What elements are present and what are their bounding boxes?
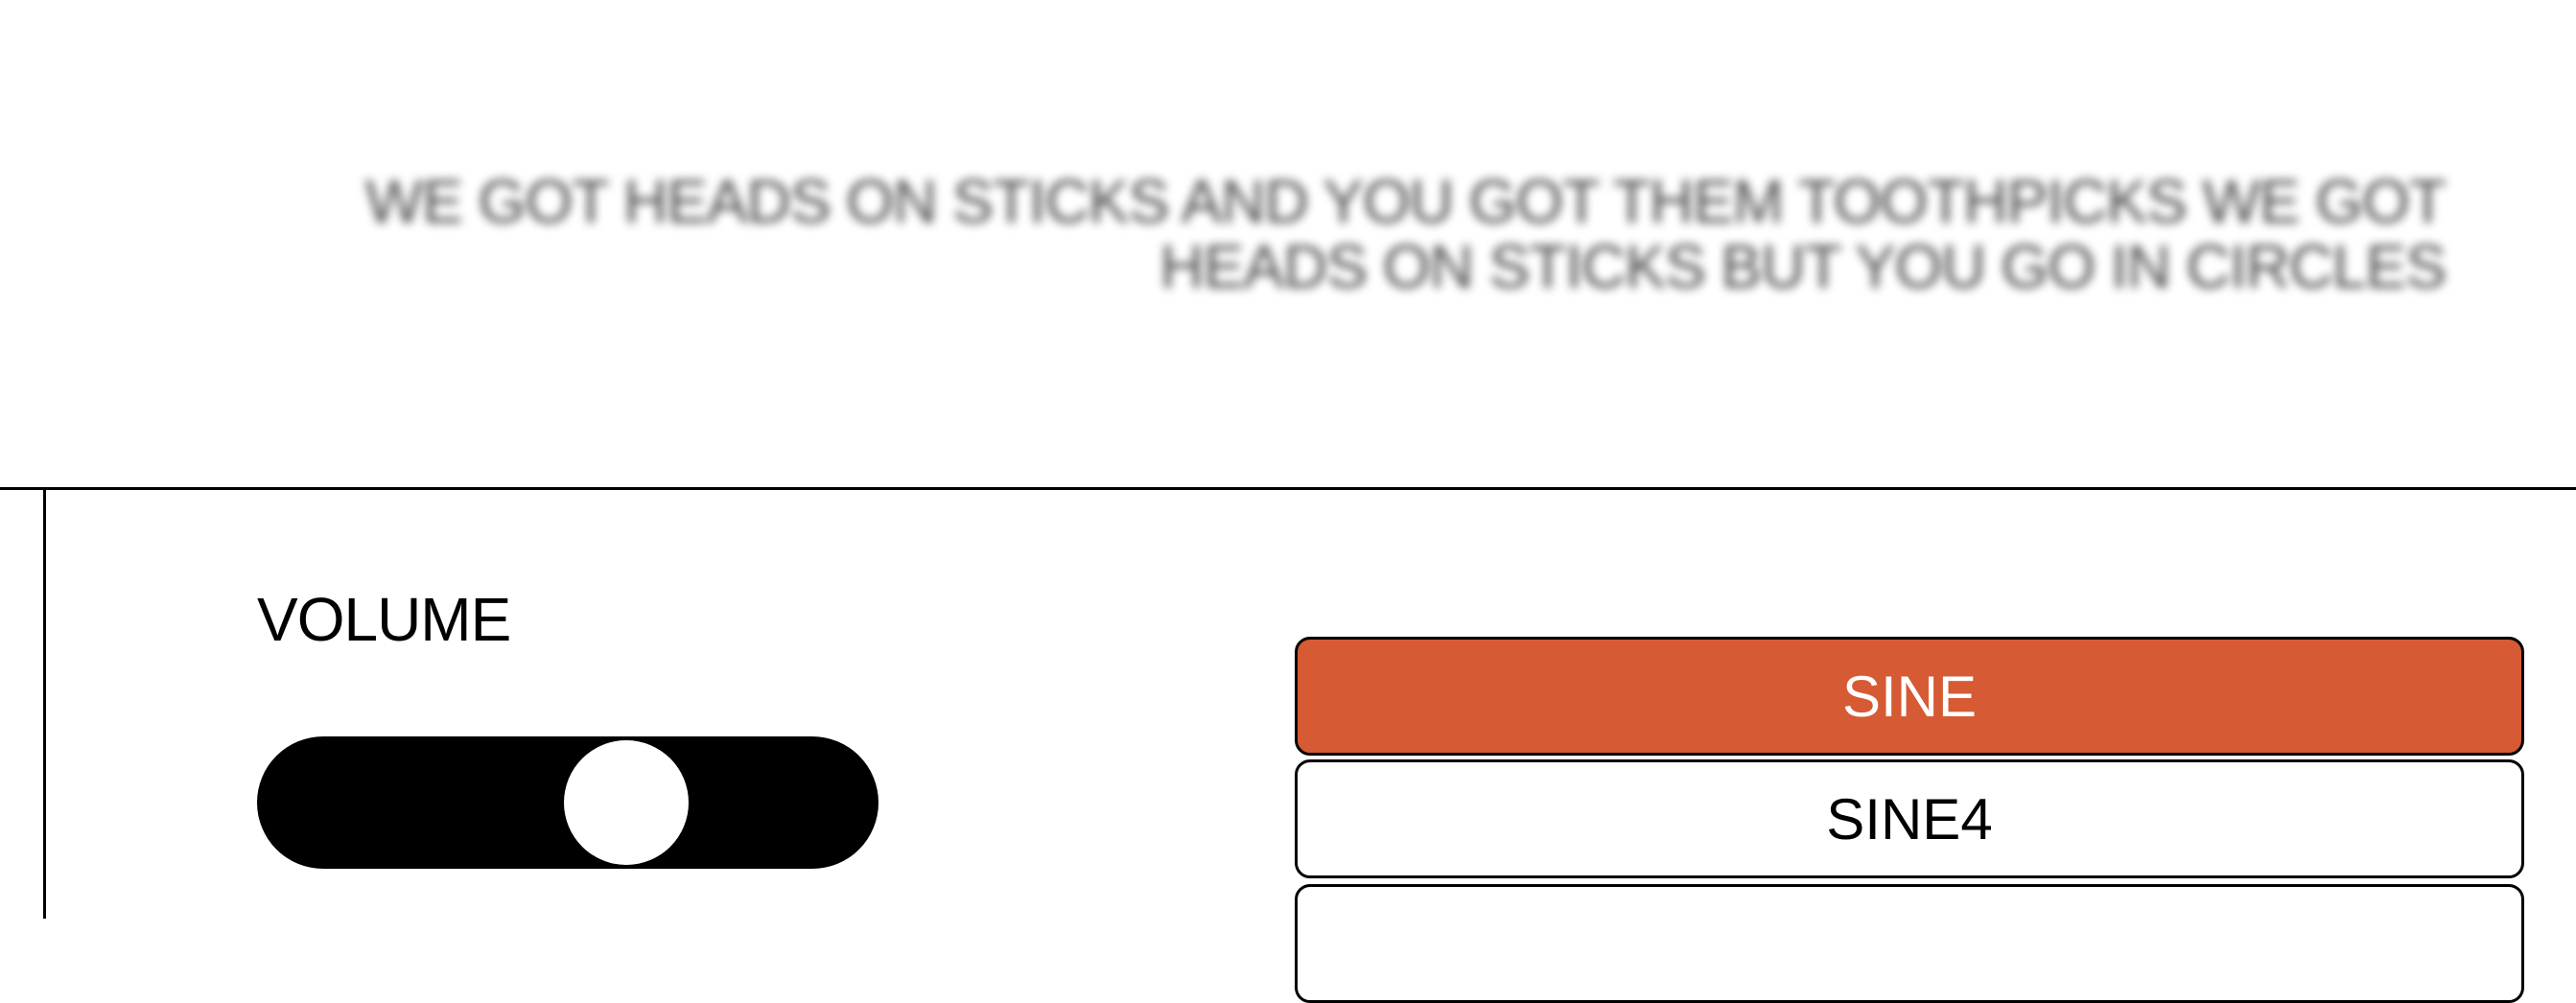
- waveform-sine4-label: SINE4: [1826, 786, 1993, 851]
- lyrics-line-1: WE GOT HEADS ON STICKS AND YOU GOT THEM …: [364, 167, 2447, 236]
- lyrics-line-2: HEADS ON STICKS BUT YOU GO IN CIRCLES: [1159, 232, 2447, 301]
- waveform-sine-button[interactable]: SINE: [1295, 637, 2524, 756]
- volume-label: VOLUME: [257, 585, 511, 654]
- panel-top-divider: [0, 487, 2576, 490]
- waveform-sine4-button[interactable]: SINE4: [1295, 759, 2524, 878]
- volume-toggle[interactable]: [257, 736, 878, 869]
- waveform-sine-label: SINE: [1841, 664, 1978, 729]
- panel-left-divider: [43, 487, 46, 919]
- lyrics-text: WE GOT HEADS ON STICKS AND YOU GOT THEM …: [173, 167, 2447, 301]
- volume-toggle-knob[interactable]: [564, 740, 690, 865]
- waveform-option-3-button[interactable]: [1295, 884, 2524, 1003]
